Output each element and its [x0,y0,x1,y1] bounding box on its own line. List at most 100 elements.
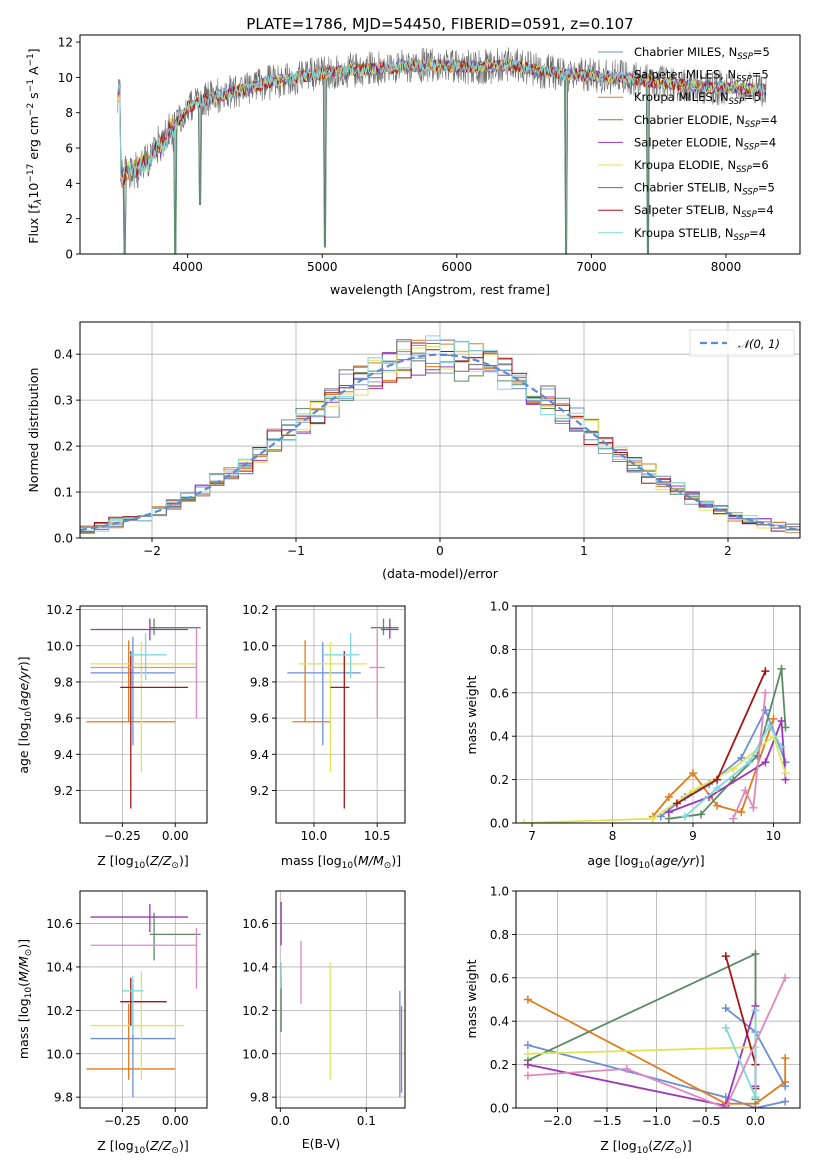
weight-series-line [732,692,767,820]
weight-point-marker [781,1097,790,1106]
weight-point-marker [680,812,689,821]
weight-point-marker [765,721,774,730]
y-tick-label: 10.0 [242,1047,269,1061]
age-vs-metallicity-ylabel: age [log10(age/yr)] [16,656,34,773]
plot-area [80,335,800,534]
weight-point-marker [672,799,681,808]
weight-point-marker [713,775,722,784]
weight-vs-metallicity-panel: −2.0 −1.5 −1.0 −0.5 0.0 0.0 0.2 0.4 0.6 0.8 1.0 [490,885,801,1128]
y-tick-label: 0.6 [490,686,509,700]
spectrum-panel: 4000 5000 6000 7000 8000 0 2 4 6 8 10 12 Chabrier MI… [58,34,801,274]
x-tick-label: 8000 [711,260,742,274]
weight-point-marker [781,723,790,732]
weight-point-marker [781,1054,790,1063]
weight-point-marker [737,808,746,817]
mass-vs-metallicity-ylabel: mass [log10(M/M⊙)] [16,939,34,1059]
x-tick-label: 0 [436,544,444,558]
plot-frame [275,890,406,1109]
weight-point-marker [713,784,722,793]
figure-title: PLATE=1786, MJD=54450, FIBERID=0591, z=0… [246,15,633,33]
legend-entry: Salpeter STELIB, NSSP=4 [634,203,774,220]
y-tick-label: 4 [65,177,73,191]
x-tick-label: 4000 [172,260,203,274]
y-tick-label: 0.0 [54,532,73,546]
y-tick-label: 0.2 [490,773,509,787]
y-tick-label: 0.8 [490,643,509,657]
x-tick-label: 10.0 [301,829,328,843]
x-tick-label: 10.5 [364,829,391,843]
weight-point-marker [523,1049,532,1058]
normal-curve [80,353,800,531]
weight-series-line [652,718,775,818]
y-tick-label: 10.2 [46,1004,73,1018]
weight-point-marker [753,751,762,760]
weight-point-marker [761,758,770,767]
y-tick-label: 12 [58,36,73,50]
y-tick-label: 0.2 [490,1058,509,1072]
weight-series-line [668,668,787,820]
plot-area [520,664,790,823]
y-tick-label: 10.2 [242,603,269,617]
weight-point-marker [523,995,532,1004]
y-tick-label: 10.0 [46,1047,73,1061]
y-tick-label: 0.4 [490,1015,509,1029]
weight-series-line [527,977,787,1108]
weight-vs-age-ylabel: mass weight [464,675,479,754]
weight-point-marker [745,758,754,767]
spectrum-series-line [117,58,767,184]
x-tick-label: 0.00 [162,829,189,843]
y-tick-label: 9.8 [250,1091,269,1105]
age-vs-mass-panel: 10.0 10.5 9.2 9.4 9.6 9.8 10.0 10.2 [242,603,406,843]
weight-point-marker [648,814,657,823]
x-tick-label: 2 [724,544,732,558]
weight-point-marker [688,769,697,778]
y-tick-label: 9.4 [250,748,269,762]
x-tick-label: 0.0 [271,1114,290,1128]
weight-point-marker [777,717,786,726]
x-tick-label: −2.0 [543,1114,572,1128]
y-tick-label: 6 [65,142,73,156]
x-tick-label: −0.25 [104,1114,141,1128]
weight-vs-age-panel: 7 8 9 10 0.0 0.2 0.4 0.6 0.8 1.0 [490,600,801,843]
y-tick-label: 0.2 [54,440,73,454]
plot-frame [79,605,208,824]
y-tick-label: 0.4 [490,730,509,744]
y-tick-label: 0 [65,248,73,262]
y-tick-label: 0.0 [490,1102,509,1116]
x-tick-label: 7 [528,829,536,843]
residuals-ylabel: Normed distribution [26,368,41,493]
plot-frame [515,890,801,1109]
plot-area [287,618,399,809]
y-tick-label: 10 [58,71,73,85]
legend-entry: Chabrier MILES, NSSP=5 [634,45,770,62]
y-tick-label: 1.0 [490,600,509,614]
y-tick-label: 0.0 [490,817,509,831]
weight-vs-age-xlabel: age [log10(age/yr)] [587,853,704,871]
weight-point-marker [761,688,770,697]
weight-point-marker [777,664,786,673]
weight-vs-metallicity-ylabel: mass weight [464,959,479,1038]
weight-point-marker [761,667,770,676]
y-tick-label: 8 [65,106,73,120]
weight-point-marker [721,1104,730,1108]
legend-entry: Kroupa STELIB, NSSP=4 [634,226,766,243]
x-tick-label: 7000 [576,260,607,274]
weight-point-marker [523,1041,532,1050]
weight-point-marker [769,714,778,723]
legend-box [689,329,795,357]
x-tick-label: 10 [766,829,781,843]
y-tick-label: 9.8 [54,675,73,689]
weight-point-marker [749,803,758,812]
x-tick-label: 6000 [442,260,473,274]
mass-vs-metallicity-xlabel: Z [log10(Z/Z⊙)] [97,1138,188,1156]
x-tick-label: 0.1 [357,1114,376,1128]
weight-point-marker [721,952,730,961]
x-tick-label: 1 [580,544,588,558]
x-tick-label: −1.0 [642,1114,671,1128]
legend-entry: Salpeter ELODIE, NSSP=4 [634,135,776,152]
y-tick-label: 10.0 [242,639,269,653]
y-tick-label: 9.6 [54,712,73,726]
x-tick-label: −1 [287,544,305,558]
y-tick-label: 9.2 [250,784,269,798]
